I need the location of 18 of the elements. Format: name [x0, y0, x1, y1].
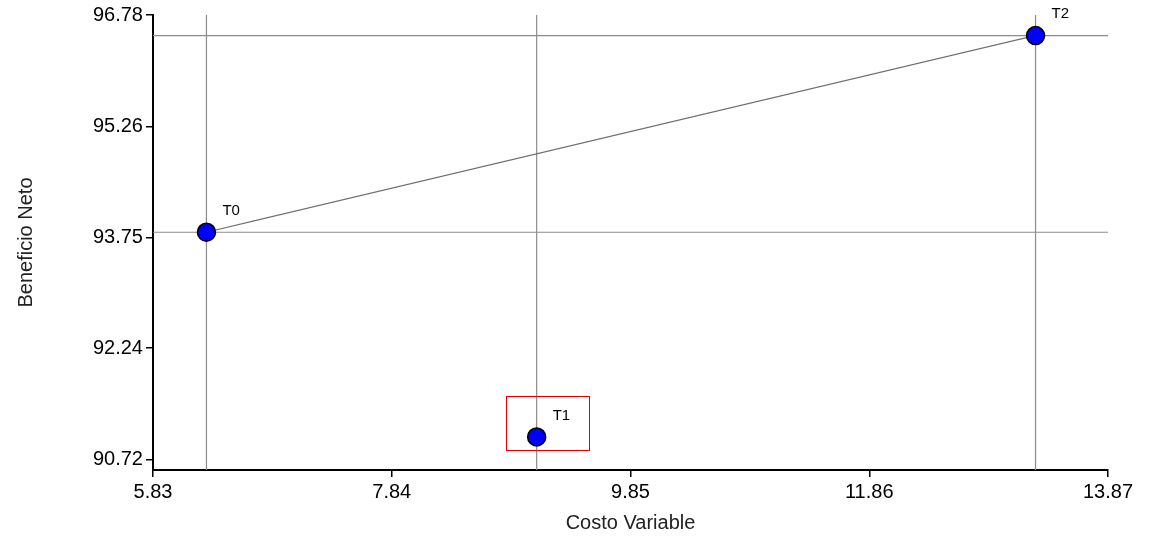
- annotation: T0: [222, 200, 240, 218]
- x-tick-label: 5.83: [133, 479, 173, 502]
- annotation: T1: [552, 405, 571, 423]
- x-tick-label: 7.84: [372, 479, 412, 502]
- x-axis-title: Costo Variable: [565, 510, 696, 533]
- y-tick-label: 90.72: [92, 447, 143, 470]
- x-tick-label: 13.87: [1082, 479, 1134, 502]
- point: [1025, 25, 1046, 46]
- point: [526, 427, 547, 447]
- x-tick-label: 11.86: [844, 479, 894, 502]
- y-tick-label: 93.75: [92, 224, 143, 247]
- y-tick-label: 96.78: [92, 2, 143, 25]
- y-axis-title: Beneficio Neto: [13, 177, 36, 308]
- y-tick-label: 92.24: [92, 335, 143, 358]
- x-tick-label: 9.85: [611, 479, 650, 502]
- annotation: T2: [1051, 4, 1070, 22]
- point: [196, 222, 217, 242]
- y-tick-label: 95.26: [92, 114, 143, 137]
